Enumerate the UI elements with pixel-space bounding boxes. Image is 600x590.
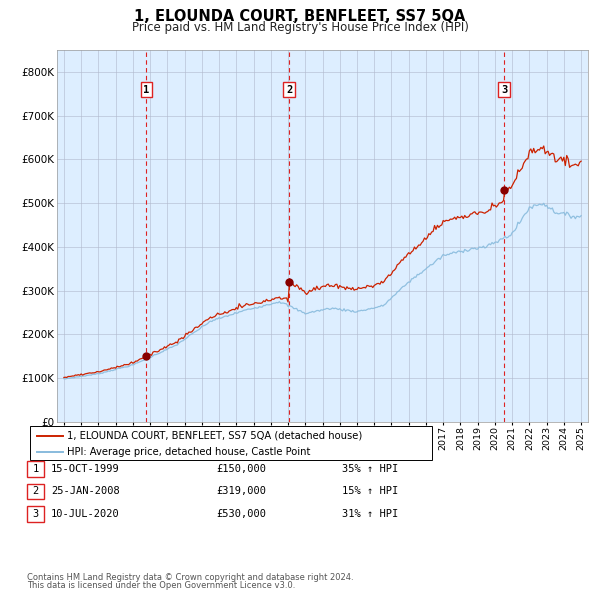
Text: 2: 2	[286, 84, 292, 94]
Text: £319,000: £319,000	[216, 487, 266, 496]
Text: 15-OCT-1999: 15-OCT-1999	[51, 464, 120, 474]
Text: 15% ↑ HPI: 15% ↑ HPI	[342, 487, 398, 496]
Text: £530,000: £530,000	[216, 509, 266, 519]
Text: 25-JAN-2008: 25-JAN-2008	[51, 487, 120, 496]
Text: This data is licensed under the Open Government Licence v3.0.: This data is licensed under the Open Gov…	[27, 581, 295, 590]
Text: Price paid vs. HM Land Registry's House Price Index (HPI): Price paid vs. HM Land Registry's House …	[131, 21, 469, 34]
Text: HPI: Average price, detached house, Castle Point: HPI: Average price, detached house, Cast…	[67, 447, 311, 457]
Text: Contains HM Land Registry data © Crown copyright and database right 2024.: Contains HM Land Registry data © Crown c…	[27, 572, 353, 582]
Text: 31% ↑ HPI: 31% ↑ HPI	[342, 509, 398, 519]
Text: 2: 2	[32, 487, 38, 496]
Text: 1, ELOUNDA COURT, BENFLEET, SS7 5QA: 1, ELOUNDA COURT, BENFLEET, SS7 5QA	[134, 9, 466, 24]
Text: £150,000: £150,000	[216, 464, 266, 474]
Text: 1: 1	[32, 464, 38, 474]
Text: 1, ELOUNDA COURT, BENFLEET, SS7 5QA (detached house): 1, ELOUNDA COURT, BENFLEET, SS7 5QA (det…	[67, 431, 362, 441]
Text: 35% ↑ HPI: 35% ↑ HPI	[342, 464, 398, 474]
Text: 1: 1	[143, 84, 149, 94]
Text: 3: 3	[32, 509, 38, 519]
Text: 10-JUL-2020: 10-JUL-2020	[51, 509, 120, 519]
Text: 3: 3	[501, 84, 507, 94]
